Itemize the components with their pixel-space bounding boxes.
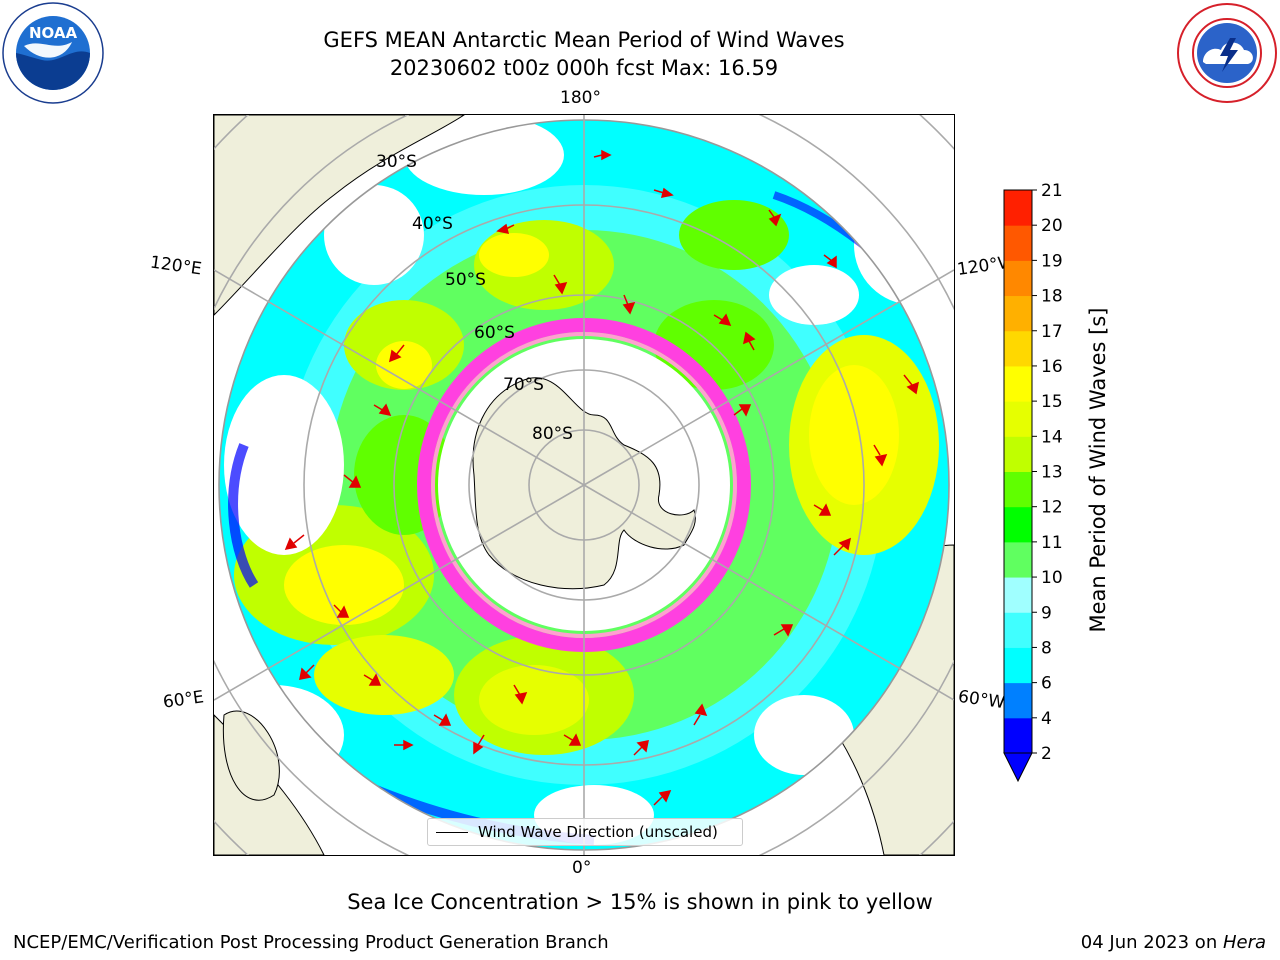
colorbar-segment [1004, 506, 1032, 543]
colorbar-segment [1004, 682, 1032, 719]
colorbar-tick-label: 19 [1041, 251, 1063, 271]
map-panel [213, 114, 955, 856]
colorbar-segment [1004, 471, 1032, 508]
noaa-logo-icon: NOAA [2, 2, 104, 104]
colorbar-segment [1004, 225, 1032, 261]
colorbar-tick-label: 20 [1041, 216, 1063, 236]
footer-date: 04 Jun 2023 on Hera [1081, 932, 1266, 953]
colorbar-segment [1004, 612, 1032, 648]
colorbar-tick-label: 21 [1041, 181, 1063, 201]
footer-host: Hera [1222, 932, 1266, 953]
colorbar-tick-label: 15 [1041, 392, 1063, 412]
footer-date-text: 04 Jun 2023 on [1080, 932, 1223, 953]
lat-label-70s: 70°S [503, 375, 544, 395]
lon-label-120e: 120°E [148, 252, 203, 280]
lat-label-30s: 30°S [376, 152, 417, 172]
nws-logo-icon [1177, 3, 1277, 103]
colorbar-segment [1004, 330, 1032, 367]
chart-subtitle: 20230602 t00z 000h fcst Max: 16.59 [389, 56, 779, 80]
lon-label-180: 180° [560, 88, 601, 108]
colorbar-segment [1004, 401, 1032, 437]
colorbar-segment [1004, 717, 1032, 754]
colorbar: 2 4 6 8 9 10 11 12 13 14 15 16 17 18 19 20 21 [1003, 181, 1063, 783]
lat-label-50s: 50°S [445, 270, 486, 290]
map-legend: Wind Wave Direction (unscaled) [427, 818, 743, 846]
colorbar-tick-label: 18 [1041, 287, 1063, 307]
lon-label-60e: 60°E [161, 687, 206, 713]
legend-line-icon [436, 831, 468, 833]
colorbar-segment [1004, 647, 1032, 684]
svg-text:NOAA: NOAA [29, 24, 78, 42]
colorbar-segment [1004, 436, 1032, 472]
colorbar-tick-label: 9 [1041, 603, 1052, 623]
antarctic-polar-map [214, 115, 954, 855]
colorbar-segment [1004, 577, 1032, 613]
colorbar-tick-label: 4 [1041, 709, 1052, 729]
colorbar-tick-label: 17 [1041, 322, 1063, 342]
lat-label-80s: 80°S [532, 424, 573, 444]
lon-label-0: 0° [572, 858, 592, 878]
colorbar-tick-label: 11 [1041, 533, 1063, 553]
colorbar-tick-label: 6 [1041, 674, 1052, 694]
colorbar-segment [1004, 295, 1032, 332]
colorbar-tick-label: 8 [1041, 638, 1052, 658]
colorbar-segment [1004, 365, 1032, 402]
colorbar-tick-label: 13 [1041, 463, 1063, 483]
chart-title: GEFS MEAN Antarctic Mean Period of Wind … [323, 28, 845, 52]
colorbar-label: Mean Period of Wind Waves [s] [1086, 307, 1110, 633]
legend-label: Wind Wave Direction (unscaled) [478, 823, 718, 841]
colorbar-segment [1004, 260, 1032, 297]
colorbar-tick-label: 2 [1041, 744, 1052, 764]
lat-label-40s: 40°S [412, 214, 453, 234]
colorbar-segment [1004, 190, 1032, 226]
colorbar-tick-label: 14 [1041, 427, 1063, 447]
colorbar-extend-arrow [1003, 752, 1033, 783]
sea-ice-caption: Sea Ice Concentration > 15% is shown in … [347, 890, 933, 914]
colorbar-tick-label: 16 [1041, 357, 1063, 377]
lat-label-60s: 60°S [474, 323, 515, 343]
footer-credit: NCEP/EMC/Verification Post Processing Pr… [13, 932, 609, 953]
colorbar-tick-label: 12 [1041, 498, 1063, 518]
colorbar-tick-label: 10 [1041, 568, 1063, 588]
colorbar-segment [1004, 541, 1032, 578]
